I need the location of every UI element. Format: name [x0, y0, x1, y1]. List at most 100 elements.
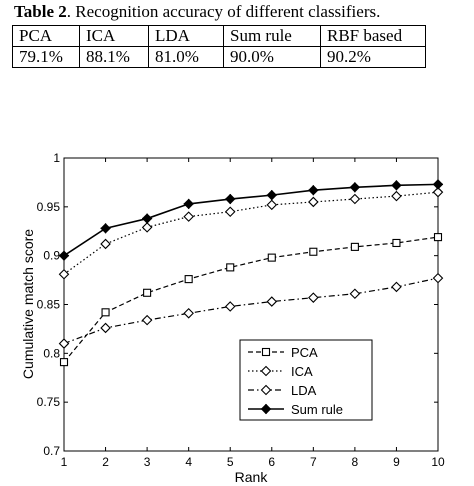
legend-item: LDA [248, 383, 317, 398]
legend-marker [260, 365, 272, 377]
legend-item: PCA [248, 345, 318, 360]
legend-items: PCA ICA LDA Sum rule [248, 345, 343, 417]
table-header-cell: PCA [12, 25, 80, 47]
data-point [58, 338, 70, 349]
data-point [141, 314, 153, 326]
series-sum-rule [58, 179, 444, 261]
accuracy-table: PCA ICA LDA Sum rule RBF based 79.1% 88.… [12, 25, 426, 68]
legend: PCA ICA LDA Sum rule [239, 339, 373, 421]
data-point [141, 222, 153, 233]
data-point [224, 206, 236, 217]
table-header-cell: LDA [148, 25, 224, 47]
data-point [224, 301, 236, 312]
series-line [63, 183, 439, 257]
legend-item: ICA [248, 364, 313, 379]
data-point [143, 288, 152, 297]
x-tick-label: 7 [310, 455, 317, 469]
data-point [100, 322, 111, 334]
y-tick-label: 0.7 [43, 444, 60, 458]
series-ica [58, 186, 444, 280]
table-value-row: 79.1% 88.1% 81.0% 90.0% 90.2% [12, 46, 426, 68]
table-header-cell: Sum rule [223, 25, 321, 47]
table-caption-text: . Recognition accuracy of different clas… [66, 2, 381, 21]
data-point [100, 223, 111, 234]
y-tick-label: 0.95 [37, 200, 61, 214]
data-point [183, 198, 194, 210]
data-point [308, 185, 319, 196]
y-axis-ticks: 0.7 0.75 0.8 0.85 0.9 0.95 1 [37, 151, 438, 458]
data-point [391, 281, 402, 293]
data-point [183, 308, 194, 319]
data-point [266, 199, 278, 211]
table-header-cell: ICA [79, 25, 149, 47]
x-tick-label: 3 [144, 455, 151, 469]
data-point [100, 238, 111, 250]
y-tick-label: 0.8 [43, 346, 60, 360]
data-point [266, 189, 277, 201]
y-tick-label: 0.85 [37, 298, 61, 312]
data-point [349, 193, 361, 205]
table-value-cell: 88.1% [79, 46, 149, 68]
legend-label: LDA [291, 383, 317, 398]
legend-marker [261, 347, 271, 357]
data-point [350, 242, 359, 251]
data-point [308, 292, 319, 303]
data-point [391, 180, 402, 191]
x-tick-label: 6 [268, 455, 275, 469]
x-tick-label: 1 [61, 455, 68, 469]
x-tick-label: 9 [393, 455, 400, 469]
cumulative-match-chart: 0.70.750.80.850.90.951 1 2 3 4 5 6 7 8 9 10 Rank … [20, 151, 445, 485]
table-caption: Table 2. Recognition accuracy of differe… [14, 2, 380, 22]
x-tick-label: 5 [227, 455, 234, 469]
table-caption-label: Table 2 [14, 2, 67, 21]
series-line [63, 277, 439, 345]
legend-label: ICA [291, 364, 313, 379]
data-point [183, 211, 194, 222]
data-point [349, 182, 361, 193]
data-point [184, 275, 193, 284]
table-value-cell: 90.2% [320, 46, 426, 68]
legend-marker [260, 403, 272, 415]
series-line [63, 236, 439, 363]
data-point [101, 308, 110, 317]
legend-label: PCA [291, 345, 318, 360]
y-tick-label: 0.9 [43, 249, 60, 263]
data-point [226, 263, 235, 272]
x-axis-ticks: 1 2 3 4 5 6 7 8 9 10 [61, 158, 445, 469]
x-tick-label: 8 [352, 455, 359, 469]
data-point [58, 250, 70, 261]
data-point [58, 268, 70, 280]
data-point [59, 358, 69, 367]
legend-marker [260, 384, 272, 396]
data-point [266, 296, 278, 307]
y-tick-label: 1 [53, 151, 60, 165]
data-point [267, 253, 276, 262]
series-lda [58, 272, 444, 349]
data-point [309, 247, 318, 256]
legend-label: Sum rule [291, 402, 343, 417]
data-point [391, 190, 402, 202]
table-value-cell: 81.0% [148, 46, 224, 68]
y-axis-label: Cumulative match score [20, 229, 36, 379]
table-value-cell: 90.0% [223, 46, 321, 68]
table-value-cell: 79.1% [12, 46, 80, 68]
data-point [432, 179, 444, 190]
table-header-row: PCA ICA LDA Sum rule RBF based [12, 25, 426, 47]
legend-item: Sum rule [248, 402, 343, 417]
y-tick-label: 0.75 [37, 395, 61, 409]
series-layer [58, 179, 444, 367]
data-point [432, 186, 444, 198]
x-tick-label: 4 [185, 455, 192, 469]
x-tick-label: 2 [102, 455, 109, 469]
data-point [141, 213, 153, 224]
data-point [308, 196, 319, 208]
data-point [225, 193, 236, 205]
table-header-cell: RBF based [320, 25, 426, 47]
data-point [432, 272, 444, 284]
series-pca [59, 233, 443, 367]
x-tick-label: 10 [431, 455, 445, 469]
data-point [433, 233, 443, 242]
data-point [392, 238, 401, 248]
x-axis-label: Rank [235, 469, 269, 485]
data-point [349, 288, 361, 300]
